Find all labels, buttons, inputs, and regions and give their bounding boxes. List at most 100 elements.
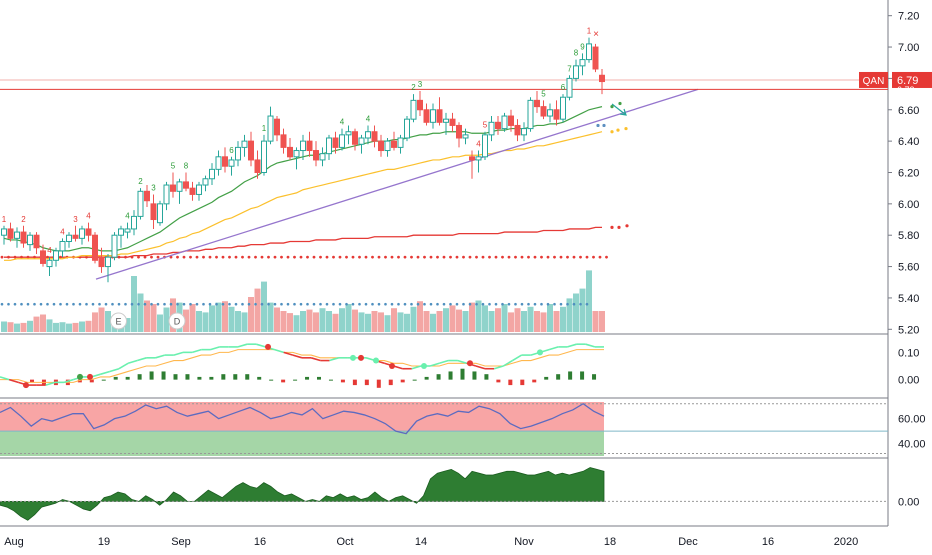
macd-line-segment <box>109 367 120 373</box>
candle-body <box>27 234 33 246</box>
price-tick-label: 7.00 <box>898 42 919 54</box>
macd-line-segment <box>0 376 10 381</box>
macd-line-segment <box>502 359 513 367</box>
candle-body <box>566 77 573 98</box>
macd-histogram-bar <box>89 379 94 383</box>
support-dot <box>403 255 407 259</box>
flow-panel[interactable] <box>0 467 888 521</box>
candle-body <box>332 137 339 148</box>
support-dot <box>488 255 491 259</box>
oscillator-tick-label: 60.00 <box>898 414 926 426</box>
support-dot <box>208 255 212 259</box>
macd-panel[interactable] <box>0 343 604 389</box>
candle-body <box>521 128 527 136</box>
macd-line-segment <box>173 351 184 356</box>
volume-avg-dot <box>228 302 231 306</box>
price-axis[interactable]: 5.205.405.605.806.006.206.406.606.807.00… <box>859 11 932 509</box>
volume-avg-dot <box>215 302 218 306</box>
volume-avg-dot <box>91 302 95 306</box>
volume-bar <box>254 288 261 332</box>
candle-body <box>358 137 365 145</box>
macd-cross-dot <box>265 343 271 350</box>
volume-avg-dot <box>137 302 140 306</box>
volume-avg-dot <box>221 302 225 306</box>
price-label: 6.79 <box>897 75 918 87</box>
sequence-number: 4 <box>366 114 371 123</box>
volume-bar <box>293 315 300 332</box>
volume-bar <box>20 322 27 332</box>
macd-histogram-bar <box>185 374 190 380</box>
macd-histogram-bar <box>245 374 250 380</box>
support-dot <box>345 255 348 259</box>
macd-line-segment <box>567 343 577 348</box>
support-dot <box>429 255 433 259</box>
support-dot <box>137 255 140 259</box>
volume-avg-dot <box>202 302 205 306</box>
support-dot <box>280 255 283 259</box>
volume-bar <box>508 312 514 332</box>
macd-histogram-bar <box>400 379 405 383</box>
sequence-number: 2 <box>21 215 26 224</box>
oscillator-panel[interactable] <box>0 402 888 456</box>
support-dot <box>351 255 355 259</box>
time-axis[interactable]: Aug 19 Sep 16 Oct 14 Nov 18 Dec 16 2020 <box>4 536 858 548</box>
volume-bar <box>85 320 92 332</box>
volume-avg-dot <box>124 302 127 306</box>
macd-histogram-bar <box>305 376 310 380</box>
volume-avg-dot <box>494 302 498 306</box>
volume-bar <box>423 311 430 332</box>
volume-bar <box>527 306 534 332</box>
sequence-number: 9 <box>580 42 585 51</box>
sequence-number: 3 <box>151 183 156 192</box>
volume-avg-dot <box>462 302 465 306</box>
candle-body <box>33 234 40 249</box>
candle-body <box>456 124 462 139</box>
volume-bar <box>378 312 384 332</box>
volume-avg-dot <box>312 302 316 306</box>
candle-body <box>215 156 222 170</box>
volume-bar <box>592 311 599 332</box>
macd-line-segment <box>127 359 138 365</box>
volume-avg-dot <box>423 302 426 306</box>
candle-body <box>319 153 326 161</box>
volume-avg-dot <box>208 302 212 306</box>
volume-avg-dot <box>104 302 108 306</box>
volume-bar <box>202 312 209 332</box>
sequence-number: 8 <box>574 49 579 58</box>
candle-body <box>254 159 261 173</box>
price-tick-label: 7.20 <box>898 11 919 23</box>
volume-avg-dot <box>416 302 420 306</box>
macd-histogram-bar <box>101 379 106 381</box>
flow-area <box>0 467 605 521</box>
volume-bar <box>540 312 547 332</box>
candle-body <box>365 131 371 139</box>
volume-bar <box>586 270 592 332</box>
volume-bar <box>326 311 332 332</box>
candle-body <box>404 118 410 139</box>
candle-body <box>183 181 189 189</box>
support-dot <box>390 255 394 259</box>
support-dot <box>527 255 530 259</box>
support-dot <box>533 255 537 259</box>
volume-bar <box>371 311 378 332</box>
volume-bar <box>521 311 527 332</box>
time-tick-label: 16 <box>762 536 774 548</box>
volume-avg-dot <box>78 302 82 306</box>
macd-histogram-bar <box>436 374 441 380</box>
volume-avg-dot <box>65 302 69 306</box>
candle-body <box>313 150 319 161</box>
macd-histogram-bar <box>281 379 286 383</box>
volume-bar <box>228 306 235 332</box>
sequence-number: 4 <box>86 212 91 221</box>
volume-bar <box>27 320 33 332</box>
candle-body <box>176 181 183 192</box>
volume-bar <box>267 302 274 332</box>
volume-bar <box>456 309 462 332</box>
macd-histogram-bar <box>448 371 453 380</box>
volume-avg-dot <box>299 302 303 306</box>
time-tick-label: 14 <box>415 536 427 548</box>
candle-body <box>163 184 170 205</box>
